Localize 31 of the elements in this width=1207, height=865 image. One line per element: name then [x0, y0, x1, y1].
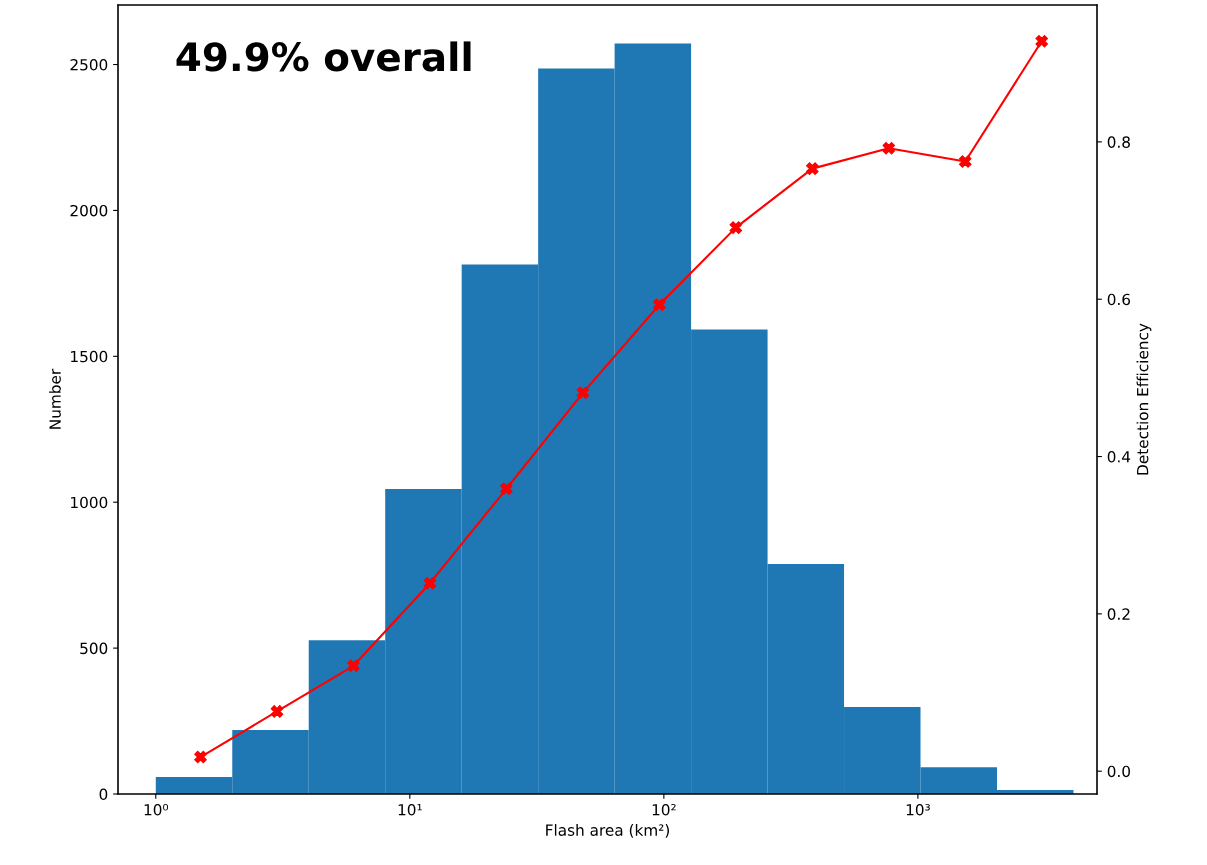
- point: [729, 221, 743, 234]
- y-tick-label: 500: [80, 642, 108, 655]
- point: [959, 155, 972, 168]
- y-tick-label: 2500: [70, 58, 108, 71]
- y-tick-label: 2000: [70, 204, 108, 217]
- point: [653, 298, 666, 311]
- y2-tick-label: 0.4: [1107, 451, 1131, 463]
- annotation: 49.9% overall: [176, 41, 471, 72]
- y2-tick-label: 0.0: [1107, 765, 1130, 778]
- y-tick-label: 1000: [71, 496, 108, 509]
- point: [347, 659, 360, 673]
- x-tick-label: 10¹: [398, 803, 422, 816]
- point: [806, 162, 819, 175]
- point: [576, 386, 590, 400]
- x-tick-label: 10⁰: [144, 803, 169, 816]
- y2-tick-label: 0.6: [1107, 293, 1131, 306]
- y-tick-label: 0: [99, 788, 108, 801]
- point: [270, 705, 284, 718]
- x-tick-label: 10³: [906, 803, 930, 816]
- point: [1035, 34, 1048, 48]
- point: [500, 482, 513, 496]
- y-tick-label: 1500: [71, 350, 108, 363]
- y2-tick-label: 0.2: [1107, 608, 1130, 620]
- y2-axis-title: Detection Efficiency: [1136, 323, 1152, 475]
- y2-tick-label: 0.8: [1107, 136, 1130, 148]
- x-tick-label: 10²: [652, 803, 676, 816]
- point: [194, 750, 207, 764]
- x-axis-title: Flash area (km²): [546, 824, 669, 838]
- point: [882, 141, 896, 155]
- point: [423, 576, 437, 590]
- y-axis-title: Number: [49, 368, 61, 429]
